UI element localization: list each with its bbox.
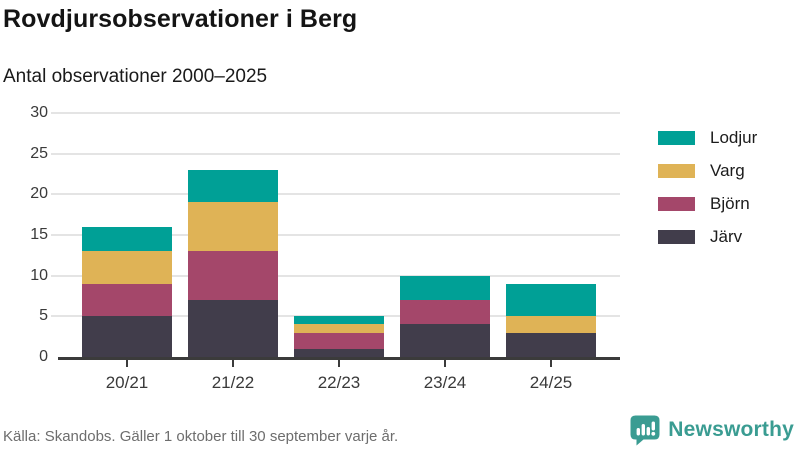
bar-segment-björn-22/23 (294, 332, 384, 349)
category-slot-24/25: 24/25 (498, 113, 604, 392)
gridline-20 (58, 193, 620, 196)
y-tickmark-30 (51, 112, 58, 114)
y-tick-label-10: 10 (30, 266, 48, 284)
bar-segment-björn-23/24 (400, 300, 490, 325)
y-tick-label-15: 15 (30, 226, 48, 243)
y-tick-label-5: 5 (39, 307, 48, 325)
category-slot-21/22: 21/22 (180, 113, 286, 392)
x-axis-line (58, 357, 620, 360)
bar-21/22 (188, 113, 278, 357)
bar-segment-lodjur-22/23 (294, 316, 384, 325)
legend-swatch-björn (658, 197, 695, 211)
bar-segment-järv-24/25 (506, 332, 596, 357)
bar-segment-järv-21/22 (188, 300, 278, 357)
gridline-10 (58, 274, 620, 277)
legend-item-varg: Varg (658, 161, 757, 181)
x-tickmark-20/21 (126, 360, 128, 367)
legend-label-lodjur: Lodjur (710, 128, 758, 147)
y-tickmark-5 (51, 315, 58, 318)
bar-segment-varg-24/25 (506, 316, 596, 333)
y-tickmark-15 (51, 234, 58, 236)
y-tickmark-20 (51, 193, 58, 196)
page-title: Rovdjursobservationer i Berg (3, 5, 358, 33)
legend: Lodjur Varg Björn Järv (658, 128, 757, 260)
bar-23/24 (400, 113, 490, 357)
legend-swatch-lodjur (658, 131, 695, 145)
bar-segment-järv-22/23 (294, 348, 384, 357)
category-slot-22/23: 22/23 (286, 113, 392, 392)
plot-area: 20/21 21/22 22/23 23/24 24/25 (51, 112, 620, 392)
bar-22/23 (294, 113, 384, 357)
x-tick-label-22/23: 22/23 (317, 373, 361, 392)
chart-subtitle: Antal observationer 2000–2025 (3, 66, 268, 87)
bar-segment-björn-20/21 (82, 283, 172, 317)
bar-segment-lodjur-21/22 (188, 169, 278, 203)
bar-24/25 (506, 113, 596, 357)
legend-label-björn: Björn (710, 194, 750, 213)
bar-segment-lodjur-23/24 (400, 275, 490, 301)
bar-segment-björn-21/22 (188, 251, 278, 301)
bar-segment-järv-23/24 (400, 324, 490, 357)
legend-item-lodjur: Lodjur (658, 128, 757, 148)
bar-segment-varg-20/21 (82, 251, 172, 284)
gridline-30 (58, 112, 620, 114)
legend-label-varg: Varg (710, 161, 745, 180)
bar-segment-varg-22/23 (294, 324, 384, 333)
bar-segment-järv-20/21 (82, 316, 172, 357)
gridline-25 (58, 152, 620, 155)
gridline-5 (58, 315, 620, 318)
source-note: Källa: Skandobs. Gäller 1 oktober till 3… (3, 428, 399, 445)
category-slot-23/24: 23/24 (392, 113, 498, 392)
y-tickmark-10 (51, 274, 58, 277)
gridline-15 (58, 234, 620, 236)
y-tick-label-30: 30 (30, 104, 48, 121)
y-axis: 0 5 10 15 20 25 30 (0, 105, 48, 365)
y-tick-label-25: 25 (30, 144, 48, 162)
x-tick-label-24/25: 24/25 (529, 373, 573, 392)
x-tick-label-20/21: 20/21 (105, 373, 149, 392)
legend-item-björn: Björn (658, 194, 757, 214)
newsworthy-logo: Newsworthy (629, 414, 794, 446)
x-tick-label-23/24: 23/24 (423, 373, 467, 392)
y-tick-label-0: 0 (39, 348, 48, 365)
x-tickmark-24/25 (550, 360, 552, 367)
bar-segment-lodjur-20/21 (82, 226, 172, 252)
newsworthy-logo-icon (630, 415, 660, 446)
y-tickmark-25 (51, 152, 58, 155)
bar-20/21 (82, 113, 172, 357)
bar-segment-lodjur-24/25 (506, 283, 596, 317)
legend-swatch-varg (658, 164, 695, 178)
y-tick-label-20: 20 (30, 185, 48, 203)
newsworthy-logo-text: Newsworthy (668, 418, 794, 441)
legend-label-järv: Järv (710, 227, 743, 246)
bars-container: 20/21 21/22 22/23 23/24 24/25 (58, 113, 620, 392)
x-tickmark-23/24 (444, 360, 446, 367)
x-tickmark-22/23 (338, 360, 340, 367)
bar-segment-varg-21/22 (188, 202, 278, 252)
legend-swatch-järv (658, 230, 695, 244)
x-tickmark-21/22 (232, 360, 234, 367)
x-tick-label-21/22: 21/22 (211, 373, 255, 392)
category-slot-20/21: 20/21 (74, 113, 180, 392)
legend-item-järv: Järv (658, 227, 757, 247)
